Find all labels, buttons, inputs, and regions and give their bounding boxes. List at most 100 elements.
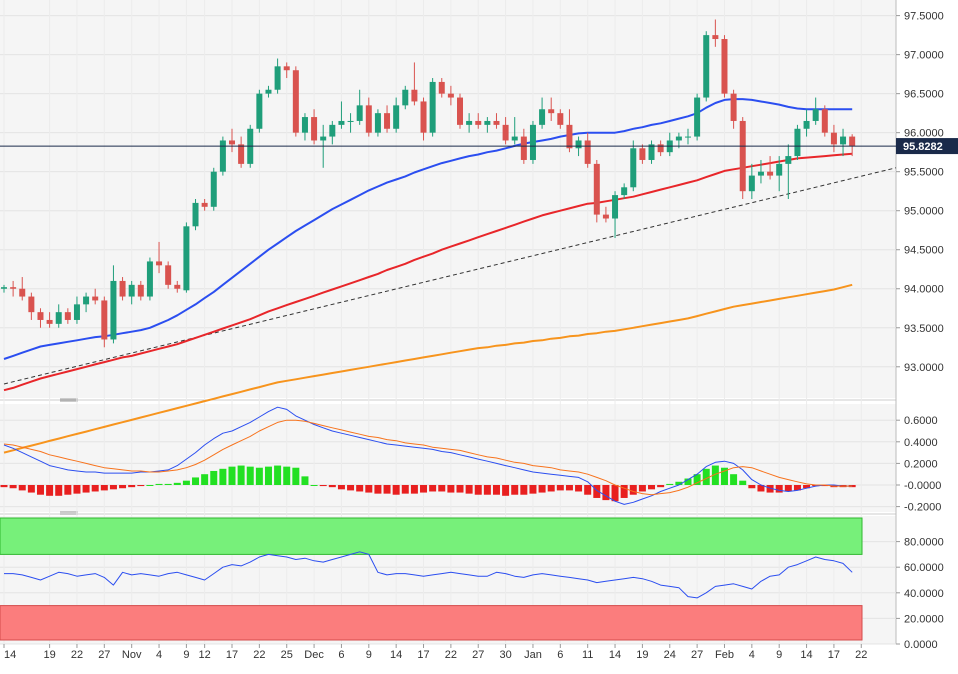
candle	[1, 284, 7, 293]
x-tick-label: 17	[417, 649, 429, 661]
macd-histogram-bar	[638, 485, 646, 492]
macd-histogram-bar	[237, 465, 245, 485]
rsi-oversold-zone	[0, 605, 863, 641]
candle	[210, 167, 217, 211]
candle	[630, 140, 637, 192]
x-tick-label: 22	[71, 649, 83, 661]
candle	[311, 109, 318, 145]
macd-histogram-bar	[702, 468, 710, 485]
macd-histogram-bar	[137, 485, 145, 487]
macd-histogram-bar	[483, 485, 491, 495]
candle	[484, 117, 491, 133]
x-tick-label: 9	[776, 649, 782, 661]
candle	[329, 120, 336, 145]
rsi-zones	[0, 517, 863, 641]
x-tick-label: 27	[472, 649, 484, 661]
macd-histogram-bar	[228, 466, 236, 485]
moving-average-line-2	[3, 152, 853, 392]
macd-histogram-bar	[438, 485, 446, 492]
candle	[292, 66, 299, 137]
candle	[256, 89, 263, 133]
x-tick-label: Jan	[524, 649, 542, 661]
candle	[393, 97, 400, 133]
candle	[803, 109, 810, 137]
candle	[685, 128, 691, 145]
macd-histogram-bar	[292, 467, 300, 485]
0-y-tick-label: 95.0000	[904, 206, 944, 218]
candle	[739, 117, 746, 199]
macd-histogram-bar	[730, 474, 738, 485]
candle	[593, 159, 600, 223]
candle	[128, 280, 135, 305]
macd-histogram-bar	[27, 485, 35, 493]
candle	[110, 265, 117, 344]
x-tick-label: 22	[855, 649, 867, 661]
0-y-tick-label: 97.5000	[904, 11, 944, 23]
2-y-tick-label: 0.0000	[904, 639, 938, 651]
candle	[612, 191, 619, 239]
1-y-tick-label: 0.6000	[904, 415, 938, 427]
macd-histogram-bar	[666, 483, 674, 485]
candle	[183, 222, 190, 293]
x-tick-label: 4	[156, 649, 162, 661]
macd-histogram-bar	[347, 485, 355, 491]
x-tick-label: 14	[609, 649, 621, 661]
macd-histogram-bar	[9, 485, 17, 489]
candle	[384, 105, 391, 133]
moving-average-line-3	[3, 283, 853, 454]
macd-histogram-bar	[301, 476, 309, 485]
x-tick-label: 14	[800, 649, 812, 661]
macd-histogram-bar	[675, 481, 683, 485]
candle	[812, 97, 819, 125]
price-pane[interactable]	[0, 0, 896, 398]
trendline	[3, 167, 897, 385]
macd-histogram-bar	[775, 485, 783, 493]
x-tick-label: 22	[253, 649, 265, 661]
candle	[146, 257, 153, 301]
macd-histogram-bar	[82, 485, 90, 493]
candle	[721, 35, 728, 98]
candle	[529, 120, 536, 164]
macd-histogram-bar	[46, 485, 54, 496]
candle	[238, 136, 245, 168]
macd-histogram-bar	[684, 478, 692, 485]
candle	[703, 31, 710, 102]
candle	[748, 163, 755, 199]
1-y-tick-label: 0.2000	[904, 458, 938, 470]
price-layer	[1, 19, 897, 454]
macd-histogram-bar	[657, 485, 665, 488]
macd-histogram-bar	[274, 465, 282, 485]
pane-resize-handle-2[interactable]	[60, 511, 78, 515]
x-tick-label: Dec	[304, 649, 324, 661]
macd-histogram-bar	[547, 485, 555, 492]
x-tick-label: 17	[828, 649, 840, 661]
1-y-tick-label: -0.0000	[904, 480, 941, 492]
macd-histogram-bar	[821, 485, 829, 487]
macd-histogram-bar	[465, 485, 473, 494]
x-tick-label: 9	[183, 649, 189, 661]
macd-histogram-bar	[182, 480, 190, 485]
candle	[794, 124, 801, 160]
candle	[55, 304, 62, 328]
candle	[566, 109, 573, 153]
macd-histogram-bar	[748, 485, 756, 489]
x-tick-label: 24	[664, 649, 676, 661]
candle	[274, 58, 281, 94]
macd-pane[interactable]	[0, 404, 896, 512]
pane-resize-handle-1[interactable]	[60, 398, 78, 402]
macd-histogram-bar	[164, 483, 172, 485]
macd-histogram-bar	[283, 466, 291, 485]
candle	[493, 113, 500, 129]
macd-histogram-bar	[91, 485, 99, 492]
0-y-tick-label: 95.5000	[904, 167, 944, 179]
macd-histogram-bar	[565, 485, 573, 491]
x-tick-label: 4	[749, 649, 755, 661]
x-tick-label: 6	[338, 649, 344, 661]
macd-histogram-bar	[128, 485, 136, 488]
macd-histogram-bar	[812, 485, 820, 487]
macd-histogram-bar	[629, 485, 637, 495]
macd-histogram-bar	[620, 485, 628, 498]
candle	[821, 105, 828, 137]
macd-histogram-bar	[648, 485, 656, 490]
